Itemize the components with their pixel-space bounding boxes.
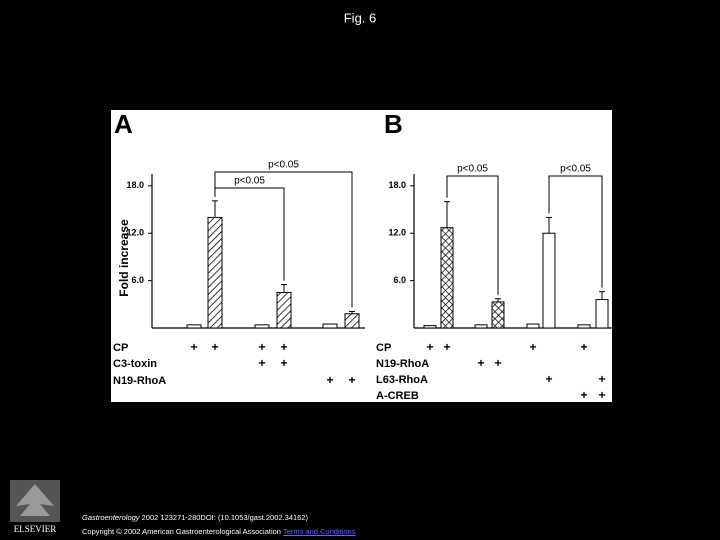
condition-mark: + xyxy=(426,340,433,354)
condition-mark: + xyxy=(211,340,218,354)
significance-bracket xyxy=(446,175,499,295)
y-tick-label: 6.0 xyxy=(131,275,144,285)
bar xyxy=(423,325,437,329)
condition-mark: + xyxy=(258,356,265,370)
condition-label: L63-RhoA xyxy=(376,374,428,386)
condition-mark: + xyxy=(477,356,484,370)
condition-mark: + xyxy=(545,372,552,386)
bar xyxy=(254,324,270,329)
condition-mark: + xyxy=(280,340,287,354)
condition-mark: + xyxy=(580,340,587,354)
figure-panel xyxy=(111,110,612,402)
bar xyxy=(440,227,454,329)
bar xyxy=(322,323,338,329)
copyright: Copyright © 2002 American Gastroenterolo… xyxy=(82,527,283,536)
significance-label: p<0.05 xyxy=(457,164,488,175)
condition-mark: + xyxy=(580,388,587,402)
terms-link[interactable]: Terms and Conditions xyxy=(282,527,356,536)
logo: ELSEVIER xyxy=(10,480,60,534)
bar xyxy=(207,216,223,329)
condition-label: N19-RhoA xyxy=(376,358,429,370)
citation-text: 2002 123271-280DOI: (10.1053/gast.2002.3… xyxy=(139,513,309,522)
condition-label: N19-RhoA xyxy=(113,375,166,387)
panel-label: B xyxy=(384,109,403,139)
significance-label: p<0.05 xyxy=(268,160,299,171)
condition-mark: + xyxy=(280,356,287,370)
y-tick-label: 6.0 xyxy=(393,275,406,285)
condition-mark: + xyxy=(529,340,536,354)
bar xyxy=(526,323,540,329)
bar xyxy=(474,324,488,329)
panel-label: A xyxy=(114,109,133,139)
condition-mark: + xyxy=(348,373,355,387)
condition-mark: + xyxy=(494,356,501,370)
condition-mark: + xyxy=(190,340,197,354)
bar xyxy=(491,301,505,329)
significance-label: p<0.05 xyxy=(234,176,265,187)
bar xyxy=(186,324,202,329)
logo-text: ELSEVIER xyxy=(14,524,57,534)
condition-mark: + xyxy=(326,373,333,387)
significance-bracket xyxy=(214,171,353,308)
significance-bracket xyxy=(214,187,285,281)
y-tick-label: 18.0 xyxy=(126,180,144,190)
y-tick-label: 12.0 xyxy=(126,228,144,238)
journal: Gastroenterology xyxy=(82,513,140,522)
condition-mark: + xyxy=(258,340,265,354)
bar xyxy=(595,299,609,329)
condition-label: CP xyxy=(376,342,391,354)
bar xyxy=(344,313,360,329)
condition-mark: + xyxy=(598,372,605,386)
y-tick-label: 18.0 xyxy=(388,180,406,190)
significance-label: p<0.05 xyxy=(560,164,591,175)
condition-mark: + xyxy=(598,388,605,402)
copyright-line: Copyright © 2002 American Gastroenterolo… xyxy=(82,527,355,536)
condition-label: CP xyxy=(113,342,128,354)
citation: Gastroenterology 2002 123271-280DOI: (10… xyxy=(82,513,308,522)
condition-label: C3-toxin xyxy=(113,358,157,370)
condition-label: A-CREB xyxy=(376,390,419,402)
condition-mark: + xyxy=(443,340,450,354)
slide-title: Fig. 6 xyxy=(344,10,377,25)
significance-bracket xyxy=(548,175,603,288)
y-axis-label: Fold increase xyxy=(117,219,131,297)
bar xyxy=(577,324,591,329)
y-tick-label: 12.0 xyxy=(388,228,406,238)
bar xyxy=(276,291,292,329)
bar xyxy=(542,232,556,329)
